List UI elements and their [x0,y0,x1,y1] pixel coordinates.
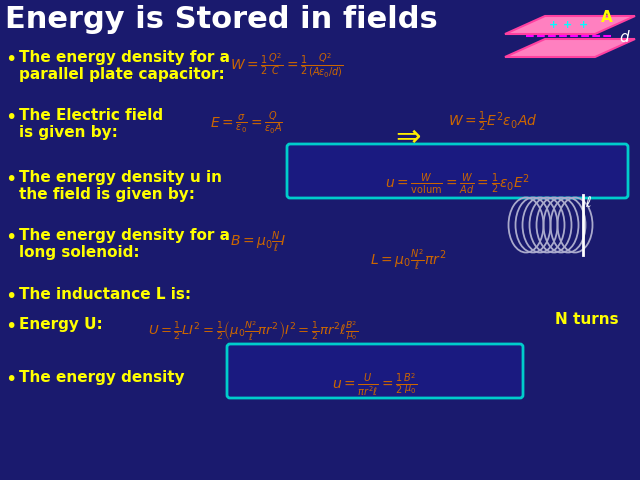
Text: The energy density: The energy density [19,370,184,385]
Text: The energy density for a
parallel plate capacitor:: The energy density for a parallel plate … [19,50,230,83]
Text: •: • [5,317,17,336]
Text: $\Rightarrow$: $\Rightarrow$ [390,122,422,151]
Polygon shape [505,16,635,34]
Text: The energy density for a
long solenoid:: The energy density for a long solenoid: [19,228,230,260]
Text: The inductance L is:: The inductance L is: [19,287,191,302]
Text: d: d [619,29,629,45]
Text: $u = \frac{W}{\mathrm{volum}} = \frac{W}{Ad} = \frac{1}{2}\varepsilon_0 E^2$: $u = \frac{W}{\mathrm{volum}} = \frac{W}… [385,172,530,197]
Text: The Electric field
is given by:: The Electric field is given by: [19,108,163,140]
Text: •: • [5,228,17,247]
Text: $U = \frac{1}{2}LI^2 = \frac{1}{2}\left(\mu_0\frac{N^2}{\ell}\pi r^2\right)I^2 =: $U = \frac{1}{2}LI^2 = \frac{1}{2}\left(… [148,319,358,342]
Text: The energy density u in
the field is given by:: The energy density u in the field is giv… [19,170,222,203]
Text: Energy is Stored in fields: Energy is Stored in fields [5,5,438,34]
FancyBboxPatch shape [287,144,628,198]
Text: $\ell$: $\ell$ [585,195,592,210]
Polygon shape [505,39,635,57]
Text: A: A [601,11,613,25]
Text: +: + [563,20,573,30]
Text: $W = \frac{1}{2}\frac{Q^2}{C} = \frac{1}{2}\frac{Q^2}{(A\varepsilon_0/d)}$: $W = \frac{1}{2}\frac{Q^2}{C} = \frac{1}… [230,52,344,80]
Text: •: • [5,50,17,69]
Text: $E = \frac{\sigma}{\varepsilon_0} = \frac{Q}{\varepsilon_0 A}$: $E = \frac{\sigma}{\varepsilon_0} = \fra… [210,110,283,137]
Text: •: • [5,108,17,127]
Text: Energy U:: Energy U: [19,317,103,332]
Text: $u = \frac{U}{\pi r^2 \ell} = \frac{1}{2}\frac{B^2}{\mu_0}$: $u = \frac{U}{\pi r^2 \ell} = \frac{1}{2… [332,372,418,398]
Text: •: • [5,287,17,306]
FancyBboxPatch shape [227,344,523,398]
Text: $L = \mu_0 \frac{N^2}{\ell}\pi r^2$: $L = \mu_0 \frac{N^2}{\ell}\pi r^2$ [370,248,447,273]
Text: $W = \frac{1}{2}E^2\varepsilon_0 Ad$: $W = \frac{1}{2}E^2\varepsilon_0 Ad$ [448,110,538,134]
Text: $B = \mu_0 \frac{N}{\ell}I$: $B = \mu_0 \frac{N}{\ell}I$ [230,230,287,255]
Text: N turns: N turns [555,312,619,327]
Text: •: • [5,170,17,189]
Text: •: • [5,370,17,389]
Text: +: + [548,20,557,30]
Text: +: + [579,20,588,30]
